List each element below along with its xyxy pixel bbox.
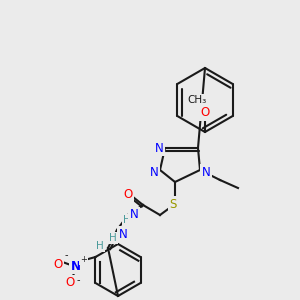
Text: O: O bbox=[66, 277, 75, 290]
Text: O: O bbox=[123, 188, 133, 202]
Text: CH₃: CH₃ bbox=[188, 95, 207, 105]
Text: -: - bbox=[65, 250, 68, 260]
Text: N: N bbox=[118, 227, 127, 241]
Text: N: N bbox=[130, 208, 138, 221]
Text: -: - bbox=[77, 275, 80, 285]
Text: H: H bbox=[109, 233, 117, 243]
Text: H: H bbox=[96, 241, 104, 251]
Text: N: N bbox=[70, 260, 80, 272]
Text: H: H bbox=[123, 215, 131, 225]
Text: N: N bbox=[150, 166, 158, 178]
Text: N: N bbox=[202, 166, 210, 178]
Text: S: S bbox=[169, 197, 177, 211]
Text: O: O bbox=[54, 257, 63, 271]
Text: O: O bbox=[200, 106, 210, 119]
Text: N: N bbox=[154, 142, 164, 154]
Text: +: + bbox=[80, 256, 87, 265]
